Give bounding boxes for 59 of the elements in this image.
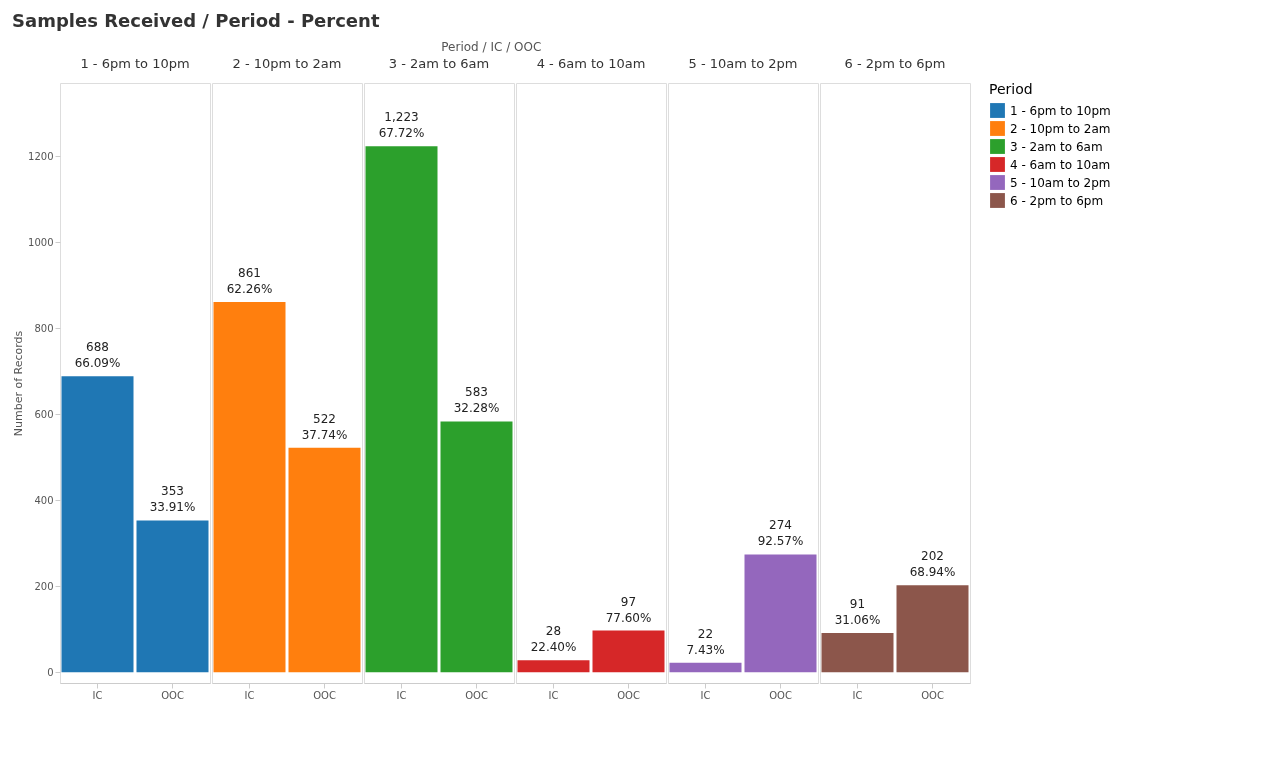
data-label: 583 32.28% [453,385,500,416]
data-label: 274 92.57% [757,518,804,549]
data-label: 91 31.06% [834,597,881,628]
data-label: 22 7.43% [686,626,725,657]
text: 4 - 6am to 10am [536,56,646,71]
bar [744,554,817,673]
text: 6 - 2pm to 6pm [844,56,946,71]
text: 5 - 10am to 2pm [688,56,798,71]
bar [213,301,286,673]
x-tick-label: IC [700,689,711,701]
bar [669,662,742,673]
x-tick-label: IC [244,689,255,701]
legend-label: 3 - 2am to 6am [1010,139,1103,154]
bar [136,520,209,673]
bar [896,585,969,673]
bar [821,633,894,673]
x-tick-label: OOC [161,689,184,701]
text: 2 - 10pm to 2am [232,56,342,71]
text: 1 - 6pm to 10pm [80,56,190,71]
text: 3 - 2am to 6am [388,56,490,71]
data-label: 1,223 67.72% [378,110,425,141]
bar [517,660,590,673]
x-tick-label: IC [92,689,103,701]
legend-label: 1 - 6pm to 10pm [1010,103,1111,118]
y-tick-label: 1000 [28,236,54,248]
y-tick-label: 200 [34,580,54,592]
data-label: 861 62.26% [226,265,273,296]
bar [440,421,513,673]
x-axis-title: Period / IC / OOC [441,39,542,54]
data-label: 688 66.09% [74,340,121,371]
x-tick-label: OOC [313,689,336,701]
data-label: 522 37.74% [301,411,348,442]
legend-label: 4 - 6am to 10am [1010,157,1111,172]
legend-label: 2 - 10pm to 2am [1010,121,1111,136]
x-tick-label: OOC [769,689,792,701]
legend-label: 6 - 2pm to 6pm [1010,193,1104,208]
legend-title: Period [989,81,1033,97]
bar [288,447,361,673]
bar [365,146,438,673]
x-tick-label: OOC [617,689,640,701]
y-tick-label: 800 [34,322,54,334]
x-tick-label: OOC [465,689,488,701]
y-tick-label: 0 [47,666,54,678]
y-tick-label: 600 [34,408,54,420]
data-label: 202 68.94% [909,549,956,580]
bar [61,376,134,673]
y-tick-label: 400 [34,494,54,506]
data-label: 28 22.40% [530,624,577,655]
chart-title: Samples Received / Period - Percent [12,9,380,31]
x-tick-label: IC [852,689,863,701]
x-tick-label: OOC [921,689,944,701]
legend-label: 5 - 10am to 2pm [1010,175,1111,190]
data-label: 353 33.91% [149,484,196,515]
y-axis-title: Number of Records [12,330,26,437]
x-tick-label: IC [396,689,407,701]
x-tick-label: IC [548,689,559,701]
bar [592,630,665,673]
data-label: 97 77.60% [605,594,652,625]
y-tick-label: 1200 [28,150,54,162]
